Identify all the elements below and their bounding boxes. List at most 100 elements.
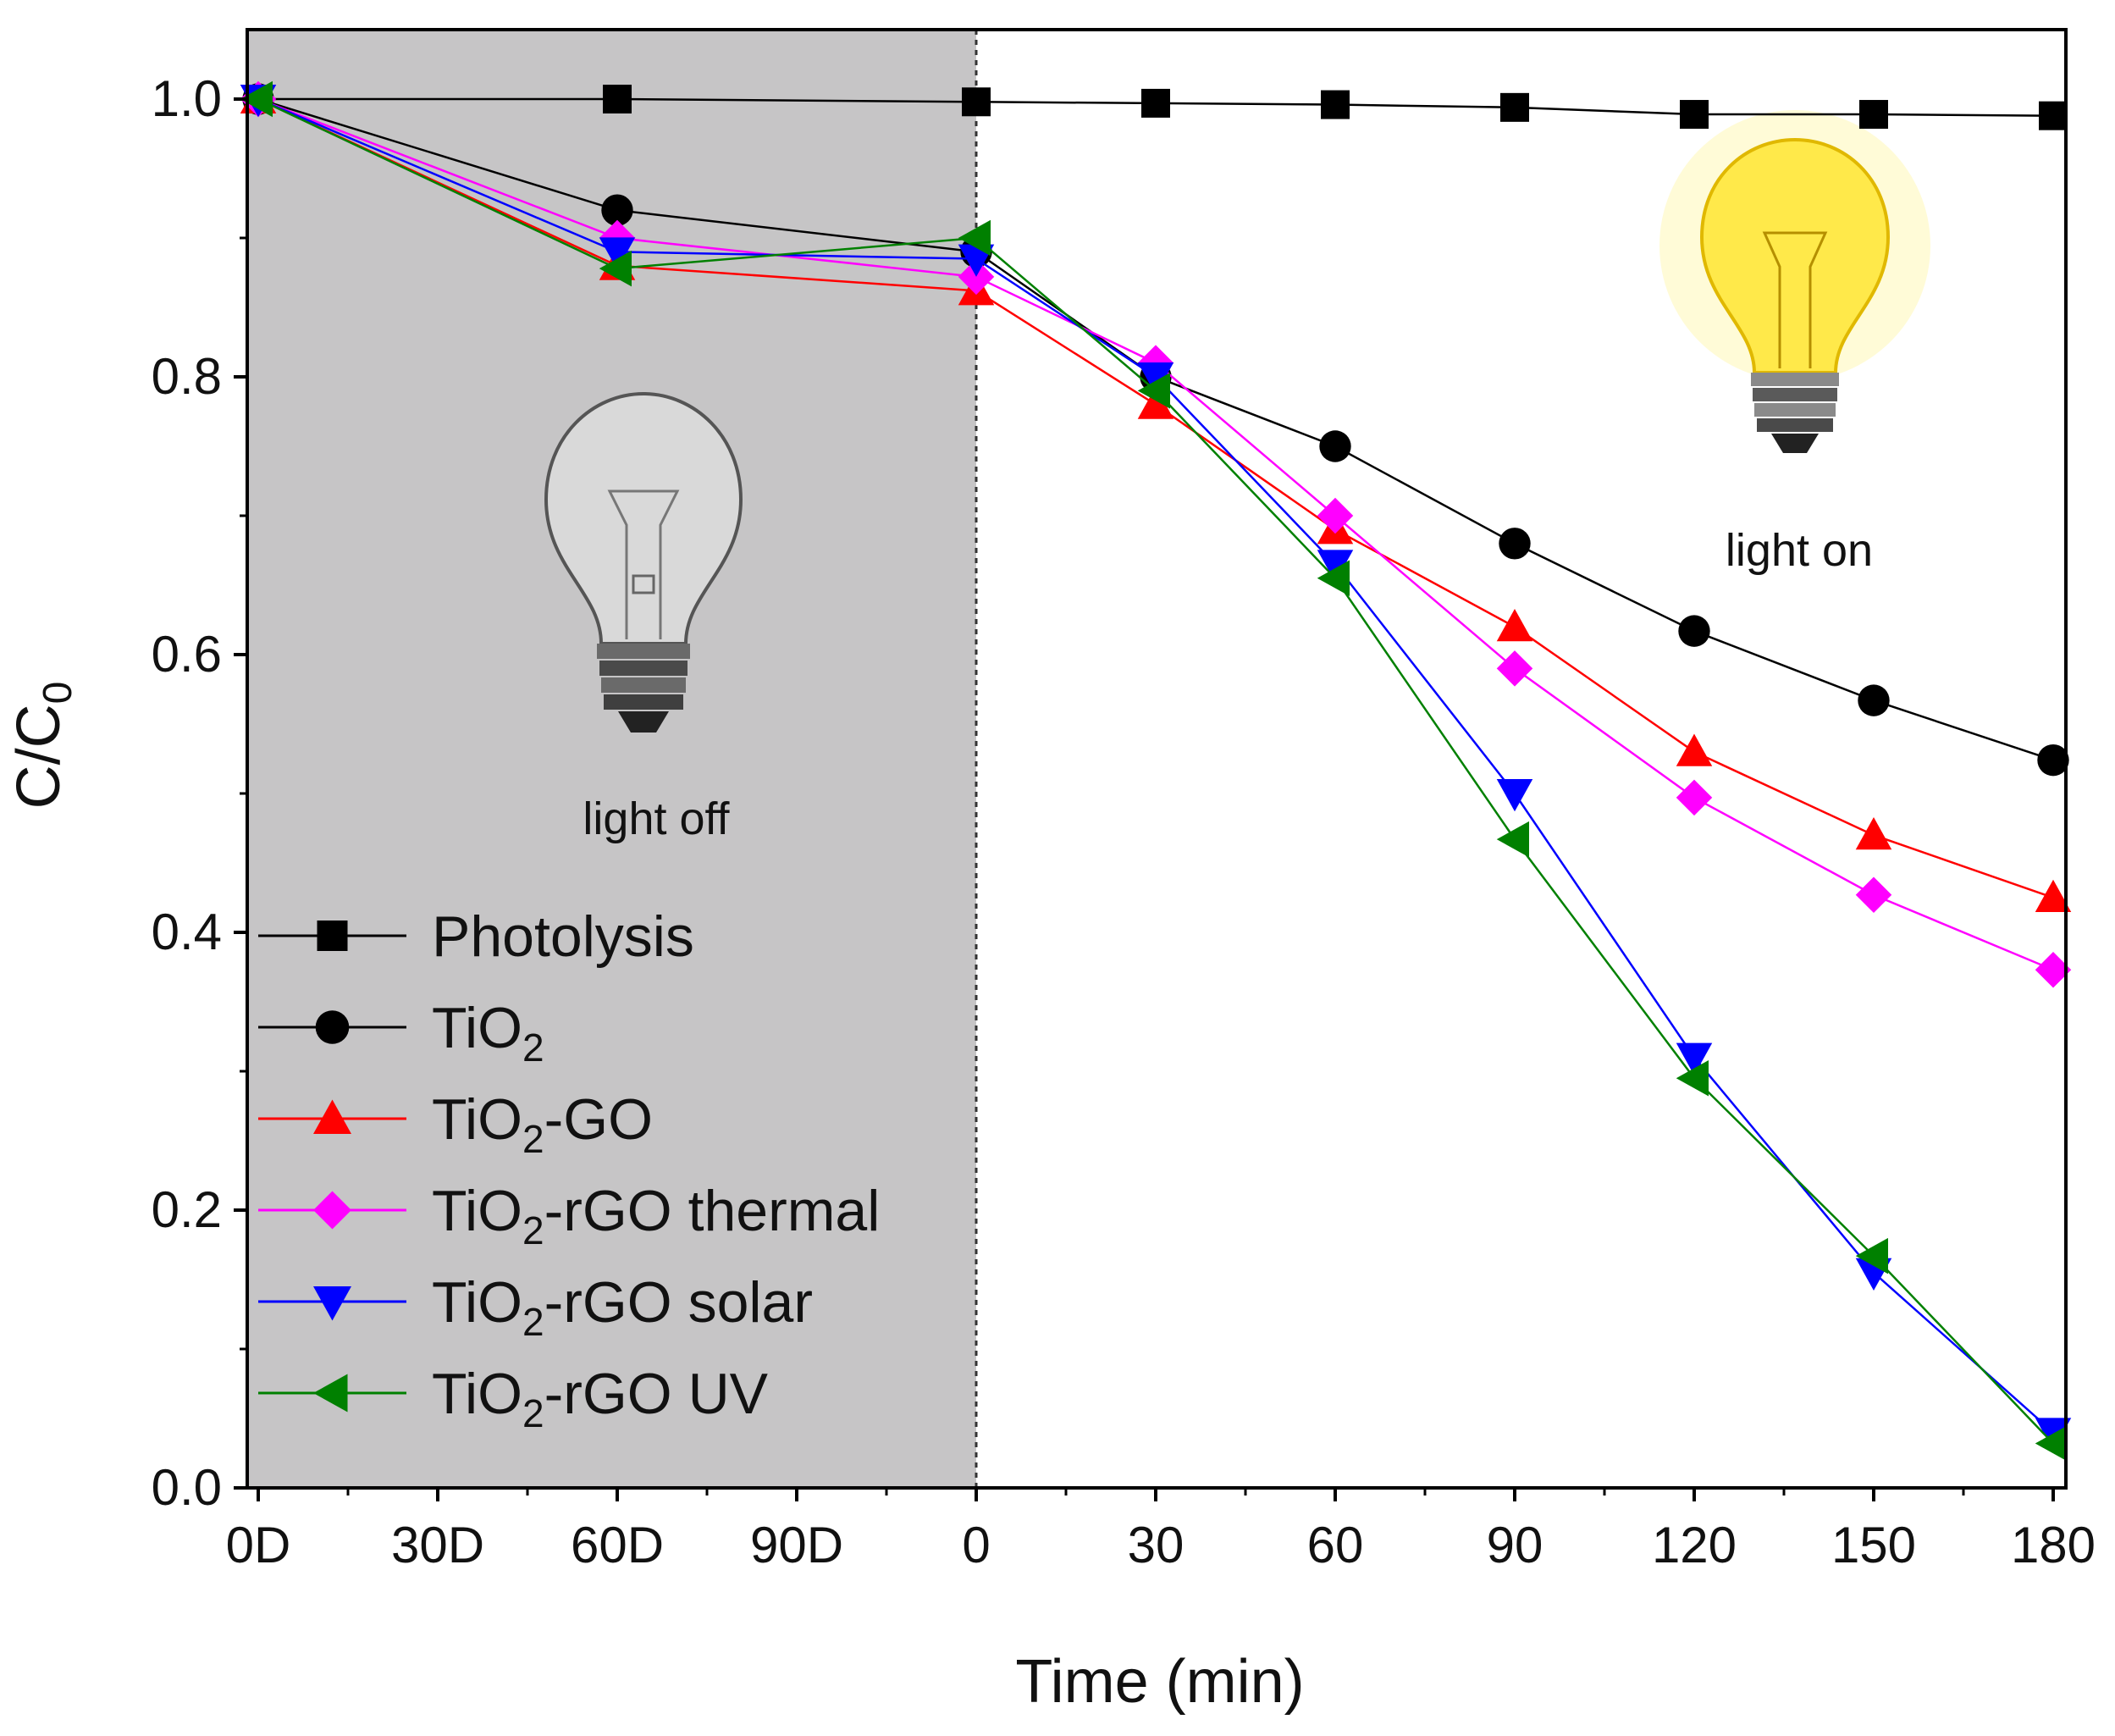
- legend-label: TiO2-GO: [432, 1087, 653, 1161]
- data-point: [1676, 733, 1713, 766]
- y-tick-label: 0.4: [152, 904, 222, 960]
- data-point: [1496, 779, 1533, 812]
- data-point: [1141, 88, 1170, 118]
- data-point: [2035, 879, 2072, 912]
- legend-item: TiO2-rGO thermal: [258, 1179, 880, 1252]
- ticks-layer: 0D 30D 60D 90D 0 30 60 90 120 150 180 0.0 0.2 0.4 0.6 0…: [152, 70, 2096, 1573]
- legend-marker: [313, 1099, 351, 1134]
- data-point: [601, 194, 633, 226]
- light-bulb-off-icon: [544, 391, 743, 733]
- legend-label-subscript: 2: [522, 1208, 544, 1252]
- y-tick-label: 0.0: [152, 1459, 222, 1516]
- data-point: [1317, 560, 1350, 597]
- data-point: [2037, 744, 2069, 777]
- data-point: [1676, 1059, 1709, 1097]
- legend-label: TiO2-rGO solar: [432, 1270, 813, 1344]
- legend-label-base: TiO: [432, 1087, 522, 1152]
- legend-label-base: TiO: [432, 1270, 522, 1335]
- data-point: [1496, 821, 1529, 858]
- data-point: [1319, 430, 1351, 462]
- data-point: [2039, 101, 2068, 130]
- x-tick-label: 150: [1831, 1517, 1916, 1573]
- light-bulb-on-icon: [1659, 110, 1930, 453]
- light-off-label: light off: [583, 793, 730, 844]
- x-tick-label: 180: [2011, 1517, 2096, 1573]
- x-tick-label: 60: [1307, 1517, 1364, 1573]
- legend-label-subscript: 2: [522, 1117, 544, 1161]
- data-point: [2035, 952, 2072, 988]
- data-point: [1859, 100, 1888, 130]
- legend-item: TiO2: [258, 996, 544, 1070]
- y-axis-title-subscript: 0: [36, 682, 80, 705]
- legend-label-subscript: 2: [522, 1391, 544, 1435]
- legend-label-suffix: -rGO thermal: [544, 1179, 881, 1243]
- legend-label-suffix: -rGO solar: [544, 1270, 813, 1335]
- data-point: [1321, 90, 1350, 119]
- data-point: [1676, 779, 1713, 816]
- data-point: [1855, 1237, 1888, 1274]
- data-point: [1496, 608, 1533, 642]
- data-point: [958, 219, 991, 257]
- y-tick-label: 0.8: [152, 348, 222, 405]
- legend-label-suffix: -rGO UV: [544, 1362, 769, 1426]
- legend-label: TiO2-rGO UV: [432, 1362, 769, 1435]
- x-tick-label: 30: [1128, 1517, 1185, 1573]
- data-point: [1317, 497, 1354, 534]
- legend-item: TiO2-rGO UV: [258, 1362, 769, 1435]
- legend-label-base: TiO: [432, 1362, 522, 1426]
- data-point: [1137, 386, 1174, 419]
- data-point: [1680, 100, 1709, 130]
- legend-marker: [315, 1010, 350, 1044]
- data-point: [599, 250, 632, 287]
- legend-item: Photolysis: [258, 904, 694, 969]
- data-point: [1317, 550, 1354, 583]
- x-tick-label: 90D: [750, 1517, 843, 1573]
- legend-label-subscript: 2: [522, 1300, 544, 1344]
- series-tio2-rgo-uv: [240, 80, 2068, 1462]
- data-point: [603, 85, 632, 113]
- x-tick-label: 90: [1487, 1517, 1543, 1573]
- legend-label-subscript: 2: [522, 1026, 544, 1070]
- data-point: [1496, 650, 1533, 687]
- x-tick-label: 120: [1652, 1517, 1737, 1573]
- y-tick-label: 0.2: [152, 1181, 222, 1238]
- legend-label: TiO2: [432, 996, 544, 1070]
- x-tick-label: 60D: [571, 1517, 664, 1573]
- legend-label-suffix: -GO: [544, 1087, 653, 1152]
- y-axis-title: C/C0: [5, 682, 80, 810]
- data-point: [1499, 528, 1531, 560]
- data-point: [1855, 876, 1892, 913]
- y-tick-label: 0.6: [152, 626, 222, 683]
- data-point: [1137, 373, 1170, 409]
- legend-item: TiO2-GO: [258, 1087, 653, 1161]
- data-point: [958, 258, 995, 296]
- legend-label-base: TiO: [432, 1179, 522, 1243]
- legend-label-base: TiO: [432, 996, 522, 1060]
- legend-label: TiO2-rGO thermal: [432, 1179, 880, 1252]
- light-on-label: light on: [1726, 525, 1873, 576]
- x-tick-label: 0: [962, 1517, 990, 1573]
- data-point: [1678, 615, 1710, 647]
- data-point: [1858, 684, 1890, 716]
- data-point: [1137, 362, 1174, 395]
- legend-marker: [313, 1191, 351, 1230]
- legend-item: TiO2-rGO solar: [258, 1270, 813, 1344]
- data-point: [240, 80, 273, 118]
- data-point: [599, 237, 636, 270]
- x-axis-title: Time (min): [1015, 1648, 1304, 1716]
- series-photolysis: [244, 85, 2068, 130]
- legend-marker: [313, 1286, 351, 1321]
- legend-label: Photolysis: [432, 904, 694, 969]
- y-tick-label: 1.0: [152, 70, 222, 127]
- legend-marker: [317, 921, 348, 951]
- plot-frame: [246, 28, 2068, 1490]
- series-layer: [240, 80, 2072, 1462]
- data-point: [962, 87, 991, 117]
- y-axis-title-main: C/C: [5, 704, 73, 809]
- data-point: [1676, 1042, 1713, 1075]
- data-point: [1855, 816, 1892, 850]
- legend-marker: [313, 1374, 348, 1413]
- data-point: [2035, 1425, 2068, 1462]
